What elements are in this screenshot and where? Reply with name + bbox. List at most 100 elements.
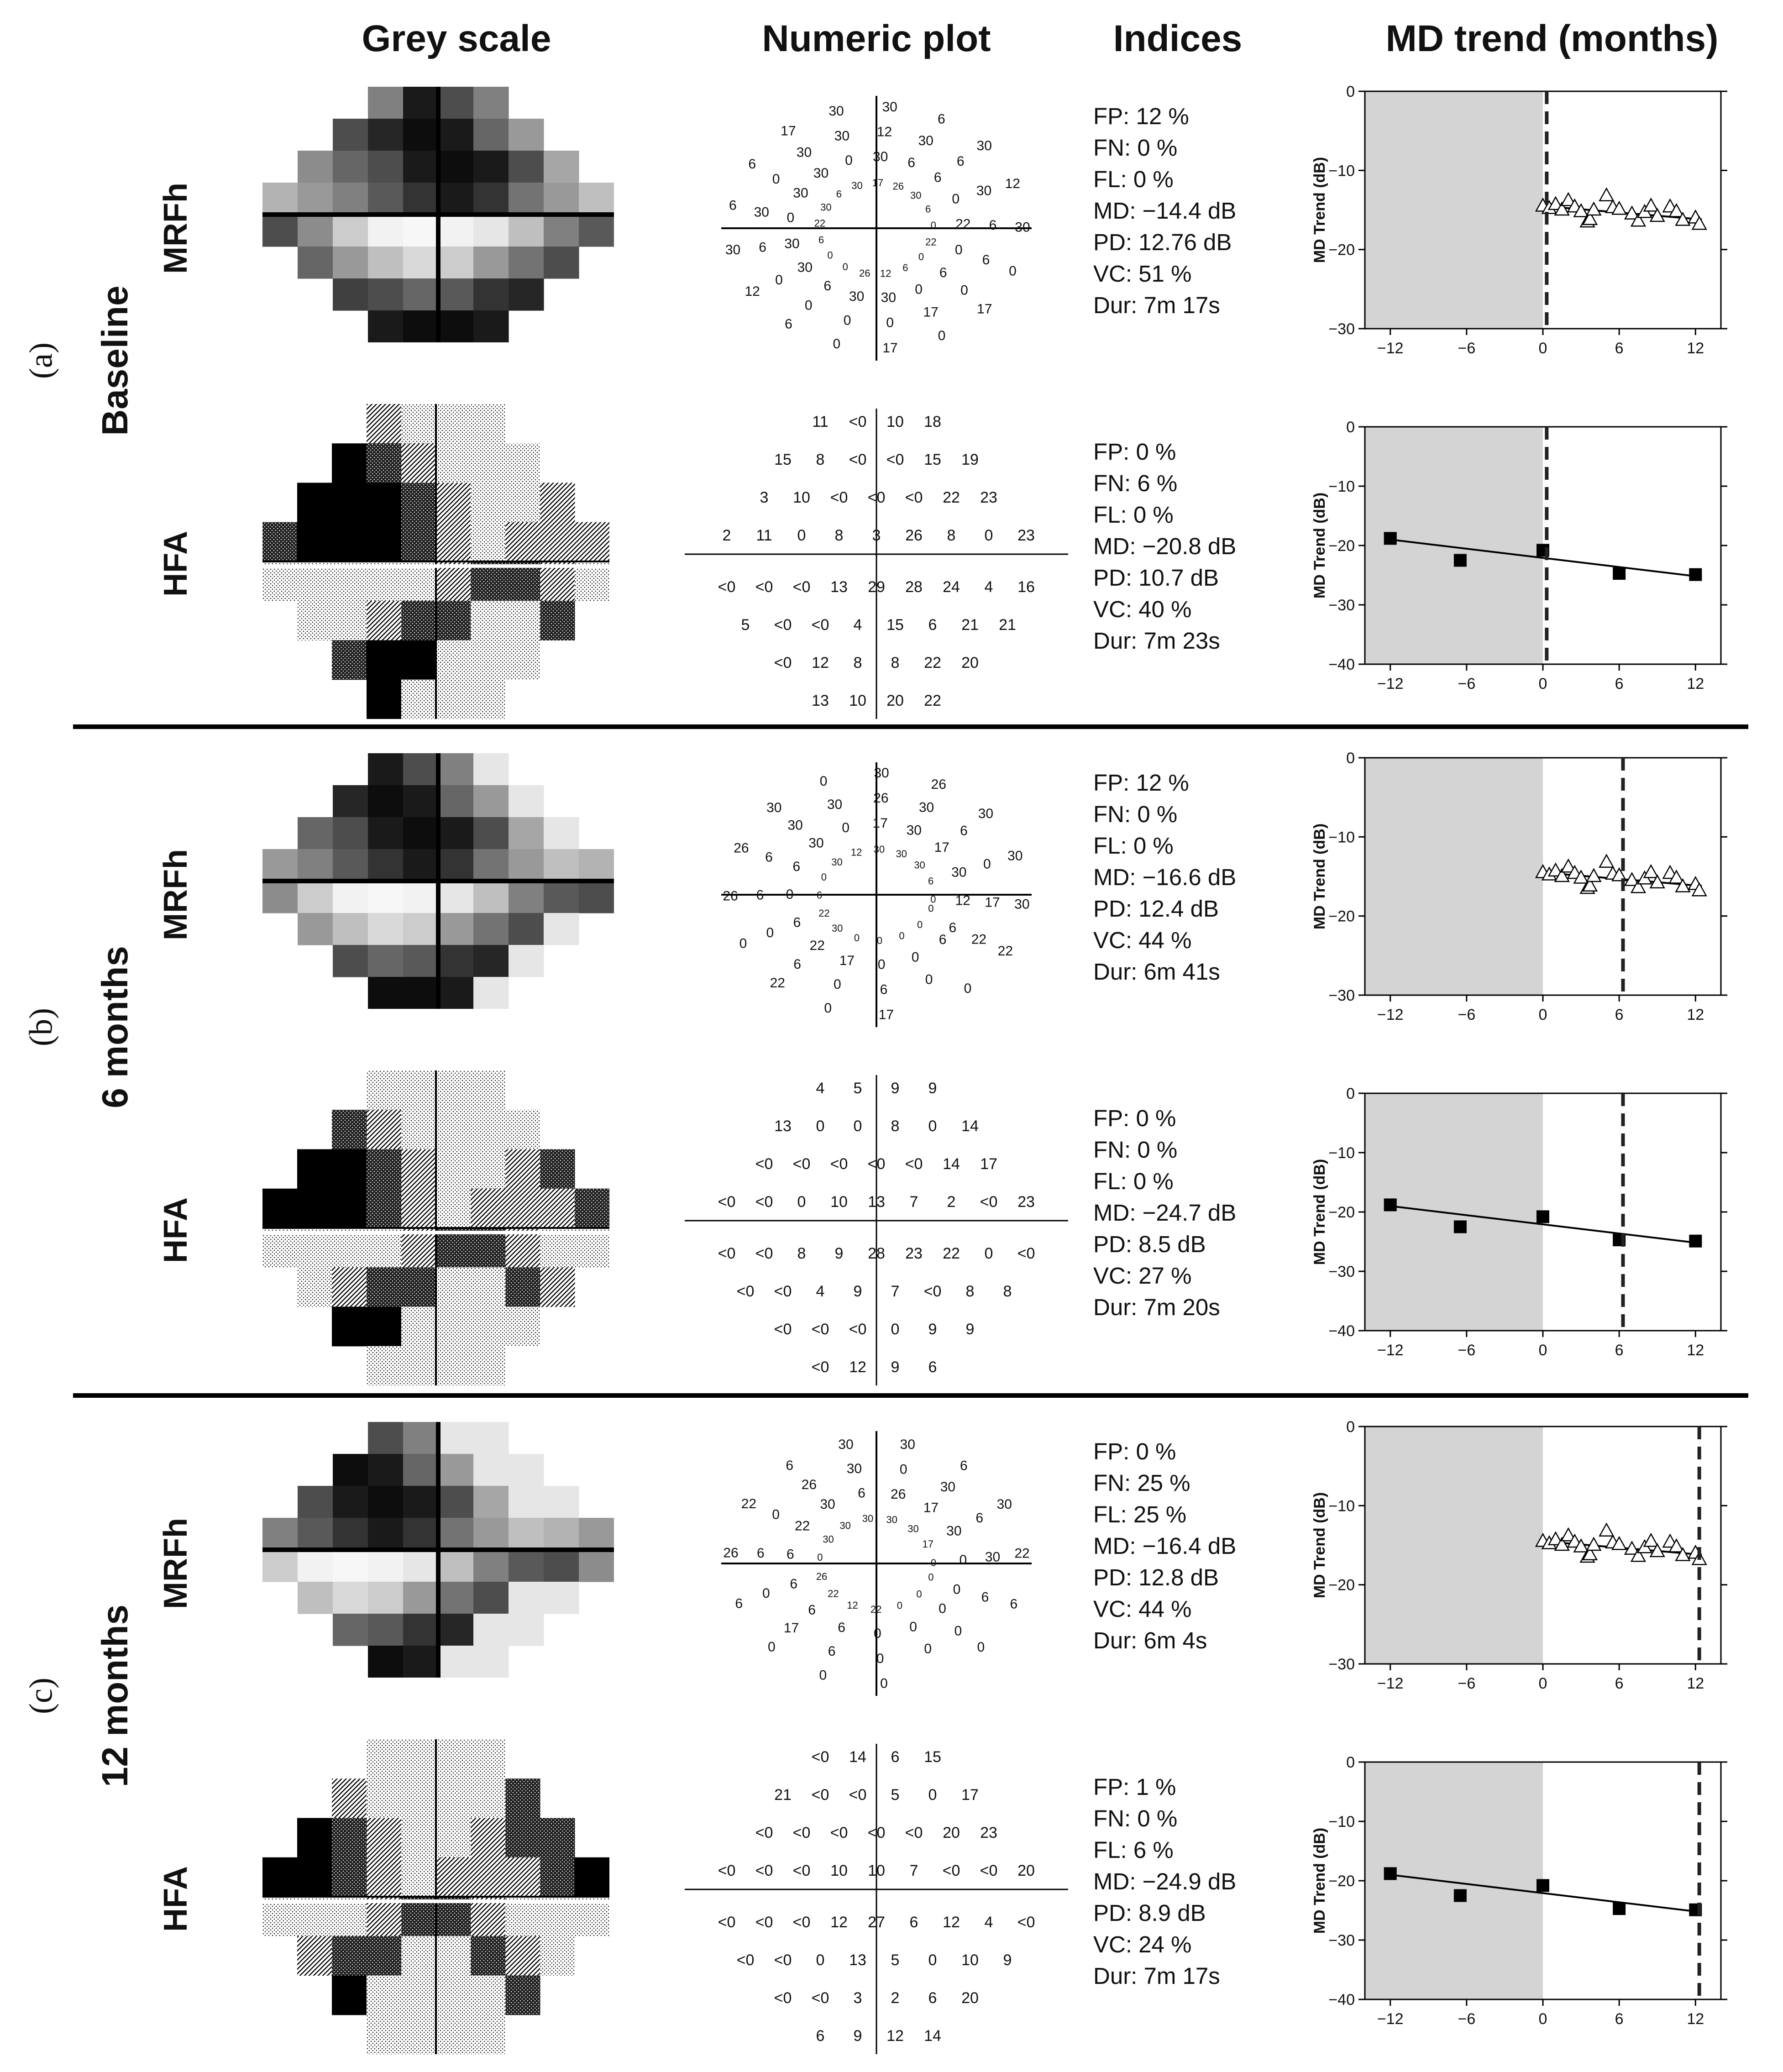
- grey-cell: [368, 1486, 404, 1518]
- numeric-value: 26: [873, 791, 888, 806]
- index-value: MD: −24.7 dB: [1093, 1200, 1237, 1226]
- numeric-value: 0: [877, 935, 882, 946]
- grey-cell: [436, 1897, 471, 1936]
- grey-cell: [332, 1936, 367, 1976]
- grey-cell: [540, 1149, 575, 1189]
- grey-cell: [505, 1149, 540, 1189]
- y-axis-label: MD Trend (dB): [1311, 1492, 1328, 1598]
- numeric-value: 13: [774, 1117, 792, 1135]
- grey-cell: [579, 215, 614, 247]
- numeric-value: 30: [820, 201, 831, 213]
- numeric-value: <0: [793, 578, 811, 596]
- numeric-value: 30: [907, 823, 922, 838]
- header-numeric-plot: Numeric plot: [762, 18, 991, 59]
- numeric-value: 30: [766, 800, 781, 815]
- grey-cell: [403, 1614, 439, 1646]
- numeric-value: 6: [902, 262, 908, 273]
- grey-cell: [262, 849, 298, 881]
- indices-list: FP: 0 % FN: 0 % FL: 0 % MD: −24.7 dB PD: 8.5…: [1093, 1102, 1236, 1323]
- md-trend-chart: 0 −10 −20 −30 −12 −6 0 6 12 MD Trend (dB): [1311, 750, 1727, 1023]
- grey-cell: [509, 785, 544, 818]
- numeric-value: <0: [812, 1786, 829, 1804]
- grey-cell: [333, 1582, 368, 1614]
- grey-cell: [471, 1188, 506, 1228]
- grey-cell: [297, 1149, 332, 1189]
- grey-cell: [505, 1188, 540, 1228]
- grey-cell: [436, 1857, 471, 1897]
- grey-cell: [297, 1936, 332, 1976]
- numeric-value: 30: [896, 848, 907, 860]
- grey-cell: [436, 1936, 471, 1976]
- numeric-value: 6: [816, 2027, 825, 2045]
- y-tick-label: −30: [1328, 1932, 1355, 1949]
- numeric-value: 0: [928, 903, 933, 914]
- x-tick-label: 0: [1539, 675, 1547, 692]
- numeric-value: 30: [725, 242, 740, 257]
- numeric-value: 30: [839, 1520, 850, 1531]
- data-point-square: [1453, 1220, 1467, 1233]
- numeric-value: <0: [980, 1193, 998, 1211]
- numeric-value: 4: [985, 1914, 993, 1931]
- indices-list: FP: 0 % FN: 25 % FL: 25 % MD: −16.4 dB PD: 1…: [1093, 1436, 1236, 1656]
- x-tick-label: 0: [1539, 1006, 1547, 1023]
- numeric-value: 12: [745, 284, 760, 299]
- numeric-value: 30: [832, 923, 843, 934]
- index-value: FL: 25 %: [1093, 1501, 1187, 1527]
- grey-cell: [332, 601, 367, 641]
- grey-cell: [401, 1188, 436, 1228]
- numeric-value: 22: [814, 218, 825, 229]
- numeric-value: 0: [876, 1651, 884, 1666]
- x-tick-label: −12: [1377, 675, 1404, 692]
- test-name: MRFh: [157, 849, 194, 940]
- data-point-triangle: [1624, 205, 1640, 220]
- grey-cell: [403, 310, 439, 342]
- numeric-value: 0: [854, 1117, 862, 1135]
- numeric-value: <0: [737, 1951, 755, 1969]
- numeric-value: <0: [849, 413, 867, 430]
- numeric-value: <0: [812, 1989, 829, 2007]
- grey-cell: [297, 1818, 332, 1858]
- section-letter: (a): [22, 342, 59, 379]
- index-value: FP: 0 %: [1093, 439, 1176, 465]
- numeric-value: 4: [816, 1283, 825, 1300]
- grey-cell: [298, 1550, 333, 1582]
- numeric-value: 8: [891, 654, 900, 671]
- index-value: FN: 0 %: [1093, 801, 1178, 827]
- numeric-value: 0: [928, 1951, 937, 1969]
- grey-cell: [401, 404, 436, 444]
- numeric-value: 17: [923, 305, 938, 320]
- grey-cell: [401, 561, 436, 601]
- numeric-value: <0: [849, 1321, 867, 1338]
- numeric-value: 10: [793, 489, 810, 506]
- grey-cell: [438, 1614, 474, 1646]
- grey-cell: [367, 601, 402, 641]
- grey-cell: [509, 817, 544, 850]
- grey-cell: [333, 945, 368, 977]
- numeric-value: 9: [966, 1321, 975, 1338]
- numeric-value: 0: [917, 919, 923, 930]
- grey-cell: [471, 1070, 506, 1110]
- numeric-value: 26: [891, 1487, 906, 1502]
- grey-cell: [368, 785, 404, 818]
- grey-cell: [333, 1614, 368, 1646]
- grey-cell: [471, 1149, 506, 1189]
- numeric-value: 30: [946, 1524, 961, 1539]
- numeric-value: <0: [830, 1155, 848, 1173]
- x-tick-label: −6: [1458, 1342, 1475, 1359]
- numeric-value: 17: [934, 840, 949, 855]
- grey-cell: [298, 215, 333, 247]
- numeric-value: 28: [868, 1245, 885, 1262]
- numeric-value: 30: [831, 856, 842, 868]
- x-tick-label: −6: [1458, 2010, 1475, 2028]
- index-value: Dur: 7m 17s: [1093, 1963, 1220, 1989]
- grey-cell: [403, 945, 439, 977]
- numeric-value: 19: [961, 451, 979, 468]
- numeric-value: 14: [961, 1117, 979, 1135]
- pre-baseline-shade: [1365, 91, 1543, 329]
- data-point-triangle: [1560, 1527, 1576, 1542]
- mrfh-grey-scale-map: [262, 1422, 614, 1678]
- numeric-value: 0: [977, 1640, 985, 1655]
- numeric-value: 6: [786, 1458, 793, 1473]
- grey-cell: [509, 1518, 544, 1550]
